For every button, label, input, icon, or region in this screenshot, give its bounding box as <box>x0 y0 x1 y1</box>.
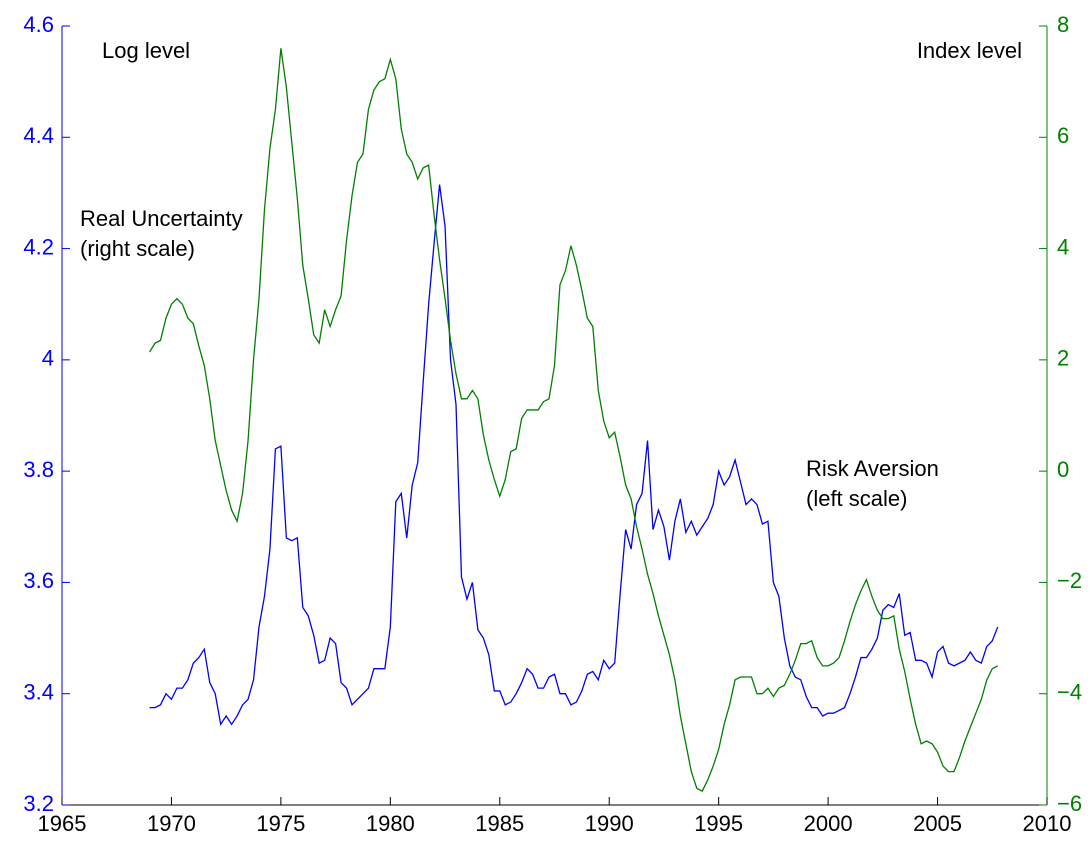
data-line <box>149 48 999 792</box>
y2-tick-label: 6 <box>1057 123 1069 148</box>
y2-tick-label: 4 <box>1057 234 1069 259</box>
y2-tick-label: −4 <box>1057 680 1082 705</box>
y2-tick-label: −6 <box>1057 791 1082 816</box>
y-tick-label: 3.4 <box>23 680 54 705</box>
x-tick-label: 1965 <box>38 811 87 836</box>
x-tick-label: 2005 <box>913 811 962 836</box>
annotation: Index level <box>917 38 1022 63</box>
x-tick-label: 2000 <box>804 811 853 836</box>
x-tick-label: 1975 <box>256 811 305 836</box>
x-tick-label: 1990 <box>585 811 634 836</box>
y-tick-label: 4.6 <box>23 12 54 37</box>
x-tick-label: 2010 <box>1023 811 1072 836</box>
annotation: Log level <box>102 38 190 63</box>
annotation: Risk Aversion <box>806 456 939 481</box>
data-line <box>149 184 999 727</box>
annotation: (left scale) <box>806 486 907 511</box>
x-tick-label: 1985 <box>475 811 524 836</box>
y-tick-label: 3.6 <box>23 568 54 593</box>
annotation: (right scale) <box>80 236 195 261</box>
y-tick-label: 3.8 <box>23 457 54 482</box>
y-tick-label: 4.2 <box>23 234 54 259</box>
y-tick-label: 4.4 <box>23 123 54 148</box>
x-tick-label: 1970 <box>147 811 196 836</box>
x-tick-label: 1995 <box>694 811 743 836</box>
y2-tick-label: 8 <box>1057 12 1069 37</box>
y2-tick-label: −2 <box>1057 568 1082 593</box>
y2-tick-label: 0 <box>1057 457 1069 482</box>
x-tick-label: 1980 <box>366 811 415 836</box>
y-tick-label: 4 <box>42 346 54 371</box>
annotation: Real Uncertainty <box>80 206 243 231</box>
y-tick-label: 3.2 <box>23 791 54 816</box>
y2-tick-label: 2 <box>1057 346 1069 371</box>
